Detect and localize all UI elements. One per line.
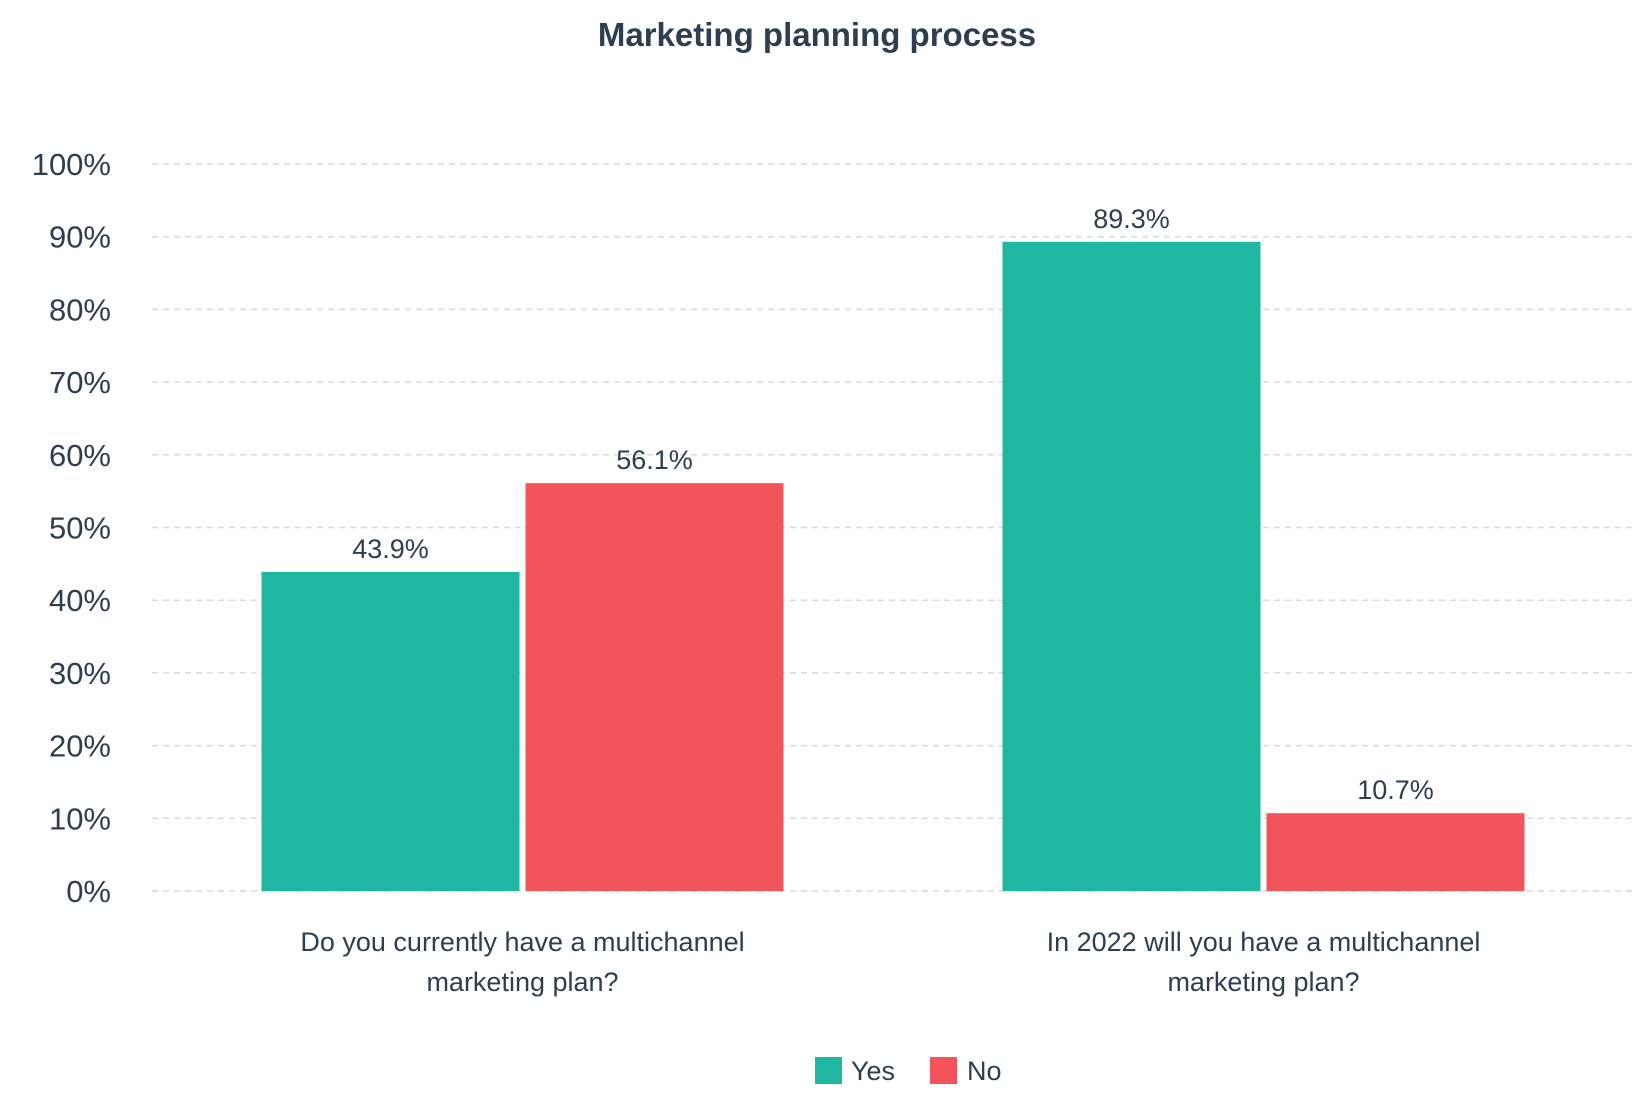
bar-yes xyxy=(1002,241,1261,891)
category-label: In 2022 will you have a multichannel xyxy=(1047,927,1481,957)
y-tick-label: 40% xyxy=(49,583,111,618)
legend-label-no: No xyxy=(967,1056,1002,1086)
chart-title: Marketing planning process xyxy=(598,16,1036,53)
y-tick-label: 10% xyxy=(49,801,111,836)
data-label: 56.1% xyxy=(616,445,693,475)
y-tick-label: 0% xyxy=(66,874,111,909)
category-label: marketing plan? xyxy=(426,967,618,997)
y-tick-label: 20% xyxy=(49,729,111,764)
bar-yes xyxy=(261,571,520,891)
data-label: 10.7% xyxy=(1357,775,1434,805)
bars xyxy=(261,241,1525,891)
y-tick-label: 30% xyxy=(49,656,111,691)
x-axis-categories: Do you currently have a multichannel mark… xyxy=(300,927,1480,997)
legend-swatch-no xyxy=(930,1057,957,1084)
y-tick-label: 80% xyxy=(49,292,111,327)
data-label: 89.3% xyxy=(1093,204,1170,234)
category-label: marketing plan? xyxy=(1167,967,1359,997)
category-label: Do you currently have a multichannel xyxy=(300,927,744,957)
legend-label-yes: Yes xyxy=(851,1056,895,1086)
y-tick-label: 60% xyxy=(49,438,111,473)
bar-no xyxy=(525,483,784,891)
legend-swatch-yes xyxy=(815,1057,842,1084)
legend: Yes No xyxy=(815,1056,1002,1086)
y-tick-label: 70% xyxy=(49,365,111,400)
y-tick-label: 90% xyxy=(49,220,111,255)
data-labels: 43.9% 56.1% 89.3% 10.7% xyxy=(352,204,1434,805)
y-tick-label: 50% xyxy=(49,511,111,546)
y-axis-ticks: 0% 10% 20% 30% 40% 50% 60% 70% 80% 90% 100% xyxy=(32,147,111,909)
bar-no xyxy=(1266,813,1525,891)
data-label: 43.9% xyxy=(352,534,429,564)
y-tick-label: 100% xyxy=(32,147,111,182)
